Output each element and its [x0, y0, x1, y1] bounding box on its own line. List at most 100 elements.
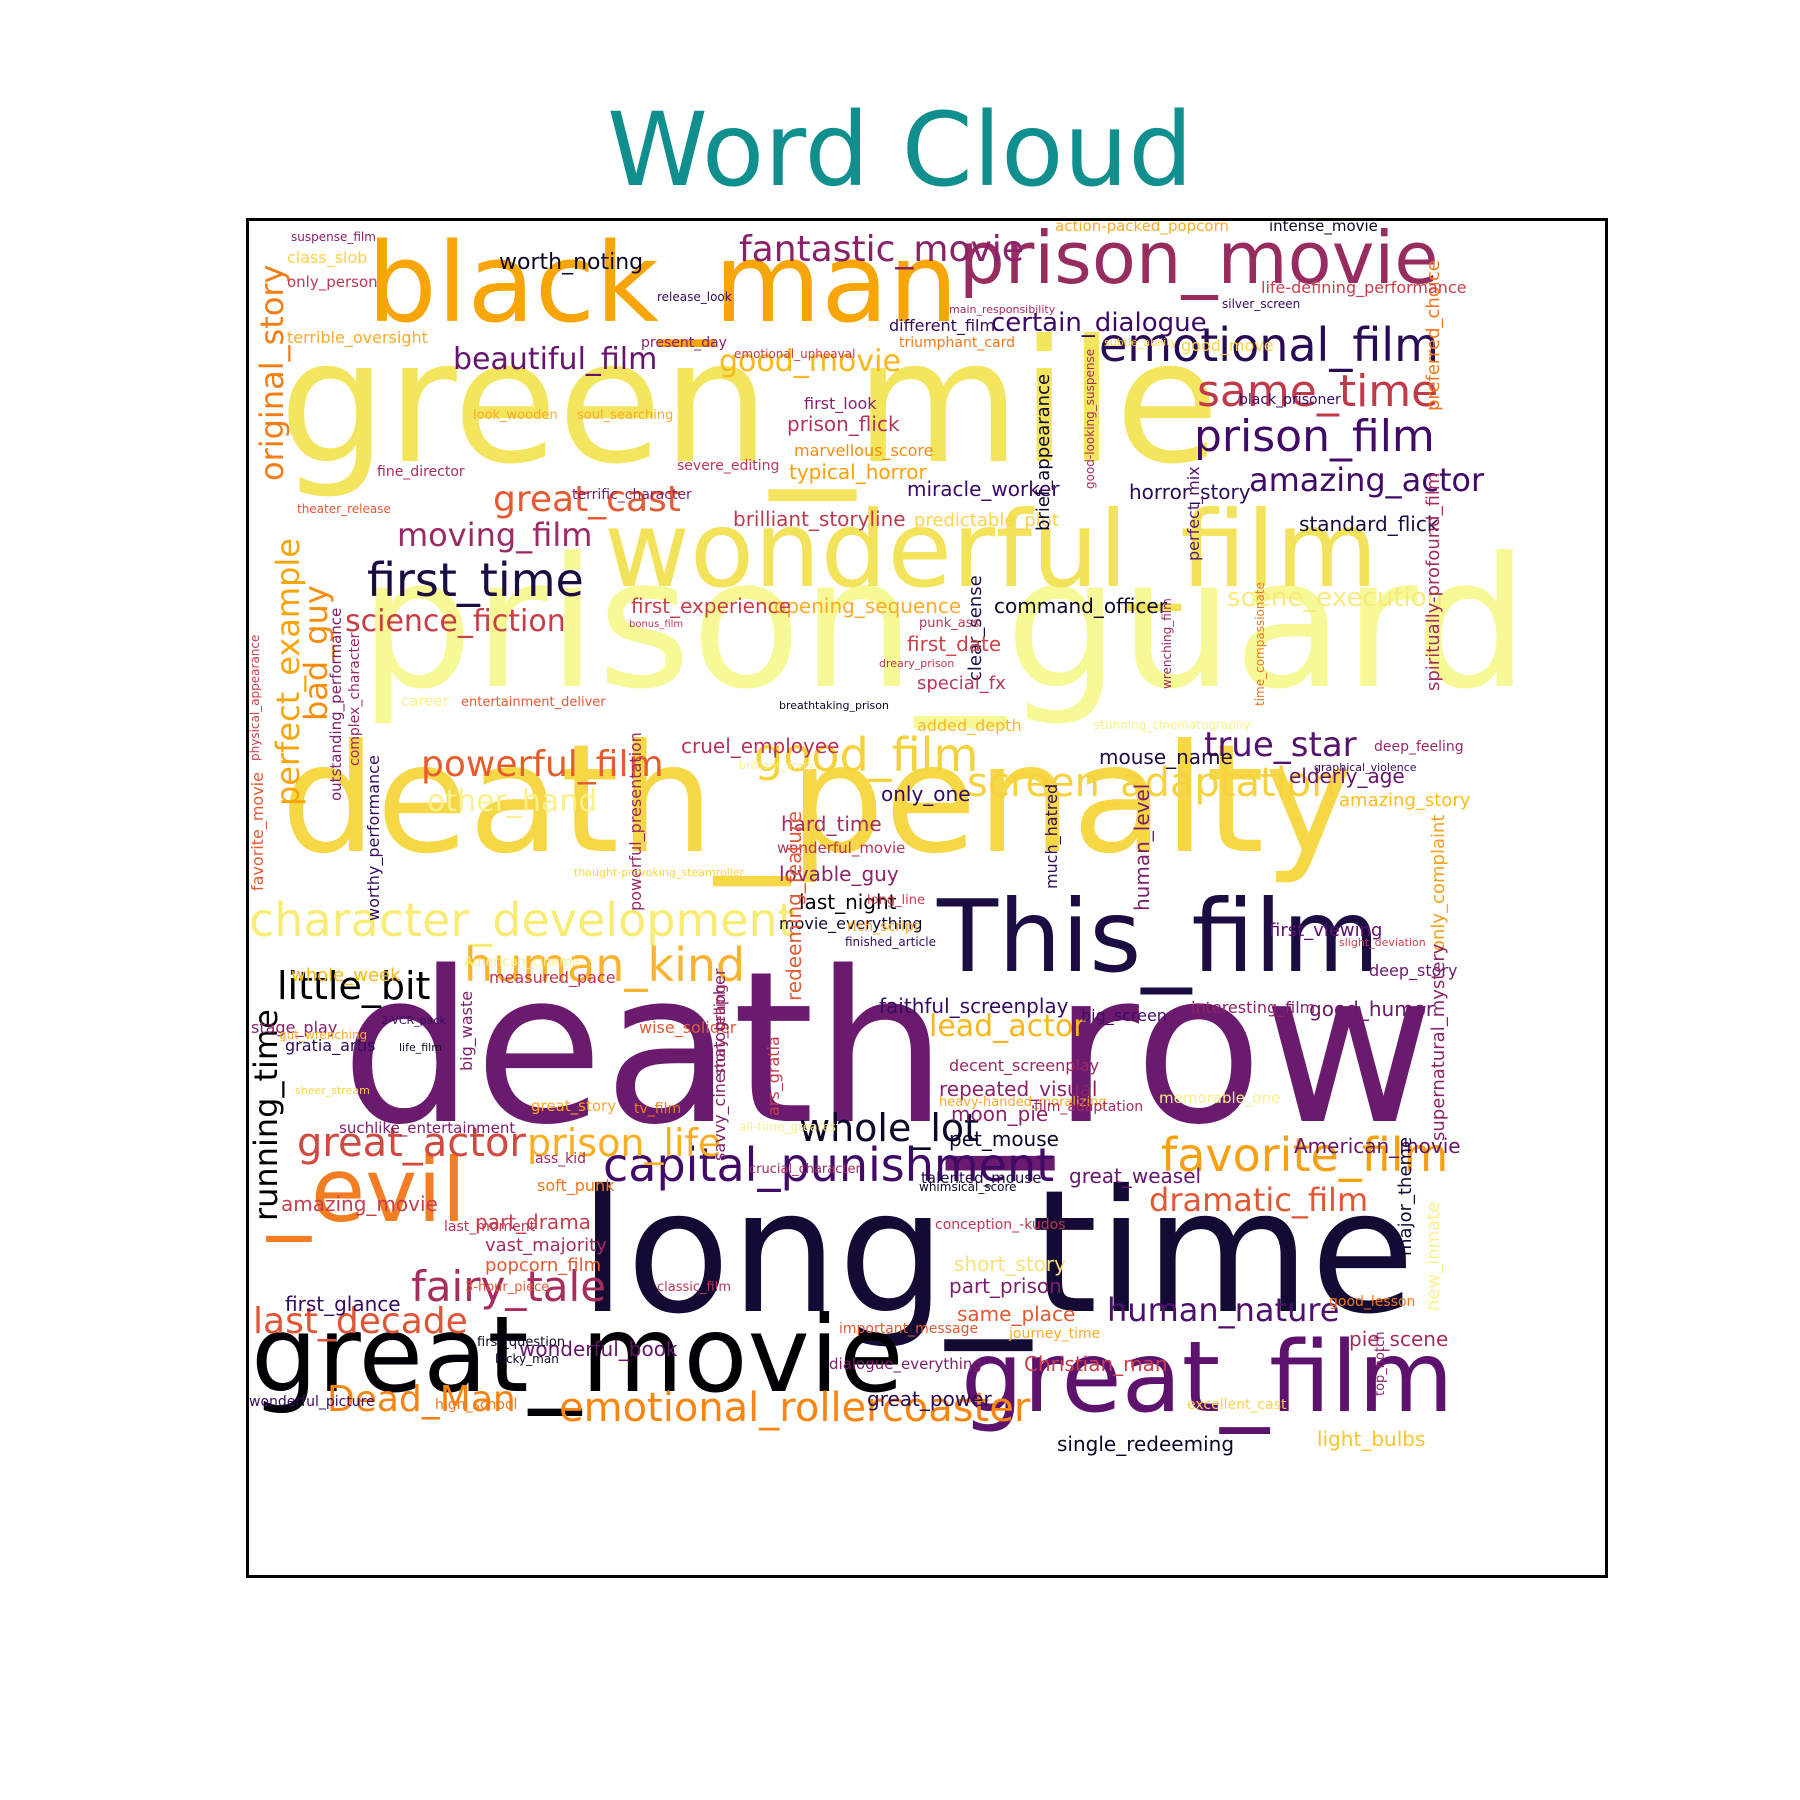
word-perfect-mix: perfect_mix	[1184, 466, 1204, 561]
word-perfect-example: perfect_example	[269, 538, 307, 806]
word-powerful-presentation: powerful_presentation	[626, 732, 646, 911]
word-whole-week: whole_week	[291, 965, 401, 986]
word-same-time: same_time	[1197, 366, 1438, 417]
word-dialogue-everything: dialogue_everything	[829, 1355, 982, 1374]
word-capital-punishment: capital_punishment	[603, 1138, 1054, 1192]
word-life-film: life_film	[399, 1041, 442, 1054]
word-moon-pie: moon_pie	[951, 1102, 1048, 1126]
word-gut-wrenching: gut_wrenching	[279, 1028, 367, 1042]
word-finished-article: finished_article	[845, 935, 936, 949]
word-part-drama: part_drama	[475, 1210, 591, 1234]
word-typical-horror: typical_horror	[789, 460, 928, 484]
word-career: career	[401, 692, 450, 710]
word-american-cinema: American_cinema	[464, 955, 580, 970]
word-prison-film: prison_film	[1194, 411, 1435, 462]
word-wonderful-movie: wonderful_movie	[777, 839, 905, 858]
word-intense-movie: intense_movie	[1269, 221, 1378, 236]
word-brilliant-story: brilliant_story	[739, 759, 815, 772]
word-wonderful-picture: wonderful_picture	[249, 1394, 375, 1410]
word-lovable-guy: lovable_guy	[779, 862, 899, 886]
word-worth-noting: worth_noting	[499, 250, 643, 275]
word-graphical-violence: graphical_violence	[1314, 761, 1417, 774]
word-american-movie: American_movie	[1294, 1134, 1461, 1158]
word-other-hand: other_hand	[427, 784, 597, 819]
word-death-penalty: death_penalty	[281, 713, 1353, 887]
word-first-time: first_time	[367, 553, 584, 607]
word-amazing-movie: amazing_movie	[281, 1192, 438, 1216]
word-elderly-age: elderly_age	[1289, 764, 1405, 788]
word-great-weasel: great_weasel	[1069, 1164, 1201, 1188]
word-good-movie: good_movie	[719, 344, 901, 379]
word-first-look: first_look	[804, 394, 877, 414]
word-lucky-man: lucky_man	[495, 1352, 559, 1366]
word-character-development: character_development	[249, 893, 796, 947]
word-sheer-stream: sheer_stream	[295, 1084, 370, 1097]
word-worthy-performance: worthy_performance	[364, 755, 384, 921]
word-good-looking-suspense: good-looking_suspense	[1083, 349, 1097, 489]
word-tv-film: tv_film	[634, 1101, 681, 1117]
word-prison-life: prison_life	[527, 1121, 721, 1165]
word-high-school: high_school	[435, 1397, 517, 1413]
word-clear-sense: clear_sense	[965, 575, 986, 681]
word-short-story: short_story	[954, 1252, 1066, 1276]
word-redeeming-feature: redeeming_feature	[782, 811, 806, 1001]
word-journey-time: journey_time	[1008, 1326, 1100, 1342]
word-spiritually-profound-film: spiritually-profound_film	[1423, 473, 1444, 691]
word-powerful-film: powerful_film	[421, 744, 664, 785]
word-great-cast: great_cast	[493, 479, 681, 520]
word-deep-feeling: deep_feeling	[1374, 739, 1464, 755]
word-deep-story: deep_story	[1369, 961, 1457, 981]
word-little-bit: little_bit	[277, 964, 430, 1008]
word-running-time: running_time	[249, 1009, 285, 1221]
word-new-inmate: new_inmate	[1423, 1202, 1444, 1311]
word-bonus-film: bonus_film	[629, 619, 683, 630]
word-entertainment-deliver: entertainment_deliver	[461, 695, 606, 710]
word-wonderful-book: wonderful_book	[519, 1337, 678, 1361]
word-preferred-choice: preferred_choice	[1423, 260, 1444, 411]
word-moving-film: moving_film	[397, 516, 592, 554]
word-faithful-screenplay: faithful_screenplay	[879, 994, 1069, 1018]
word-classic-film: classic_film	[657, 1280, 731, 1295]
word-prison-movie: prison_movie	[959, 221, 1439, 300]
word-favorite-movie: favorite_movie	[249, 772, 268, 891]
word-2-vcr-pack: 2-VCR_pack	[381, 1014, 446, 1027]
word-hard-time: hard_time	[781, 812, 882, 836]
word-rich-script: rich_script	[847, 919, 920, 935]
word-original-story: original_story	[253, 265, 291, 482]
word-action-packed-popcorn: action-packed_popcorn	[1055, 221, 1229, 236]
word-emotional-upheaval: emotional_upheaval	[734, 347, 855, 361]
word-popcorn-film: popcorn_film	[485, 1255, 601, 1276]
word-look-wooden: look_wooden	[473, 408, 558, 423]
word-breathtaking-prison: breathtaking_prison	[779, 699, 889, 712]
word-whole-lot: whole_lot	[799, 1106, 979, 1150]
word-horror-story: horror_story	[1129, 480, 1251, 504]
word-last-night: last_night	[799, 890, 897, 914]
word-great-movie: great_movie	[251, 1294, 904, 1416]
word-great-actor: great_actor	[297, 1120, 526, 1166]
word-much-hatred: much_hatred	[1042, 784, 1062, 889]
word-release-look: release_look	[657, 290, 732, 304]
word-triumphant-card: triumphant_card	[899, 335, 1015, 351]
word-miracle-worker: miracle_worker	[907, 477, 1060, 501]
word-interesting-film: interesting_film	[1191, 998, 1315, 1018]
word-physical-appearance: physical_appearance	[249, 635, 262, 761]
word-big-waste: big_waste	[457, 991, 477, 1071]
word-emotional-rollercoaster: emotional_rollercoaster	[559, 1385, 1031, 1431]
word-great-power: great_power	[867, 1387, 992, 1411]
word-human-kind: human_kind	[464, 938, 745, 992]
word-added-depth: added_depth	[917, 716, 1022, 736]
word-time-compassionate: time_compassionate	[1253, 582, 1267, 706]
word-christian-man: Christian_man	[1024, 1352, 1168, 1376]
word-class-slob: class_slob	[287, 248, 367, 268]
word-vast-majority: vast_majority	[485, 1235, 607, 1256]
word-last-moment: last_moment	[444, 1219, 536, 1235]
word-black-man: black_man	[367, 221, 958, 347]
word-first-date: first_date	[907, 632, 1001, 656]
word-great-film: great_film	[961, 1321, 1454, 1435]
word-excellent-cast: excellent_cast	[1187, 1397, 1287, 1413]
word-marvellous-score: marvellous_score	[794, 441, 933, 461]
word-fantastic-movie: fantastic_movie	[739, 229, 1024, 270]
word-pie-scene: pie_scene	[1349, 1327, 1448, 1351]
word-wrenching-film: wrenching_film	[1160, 598, 1174, 689]
word-same-place: same_place	[957, 1302, 1075, 1326]
